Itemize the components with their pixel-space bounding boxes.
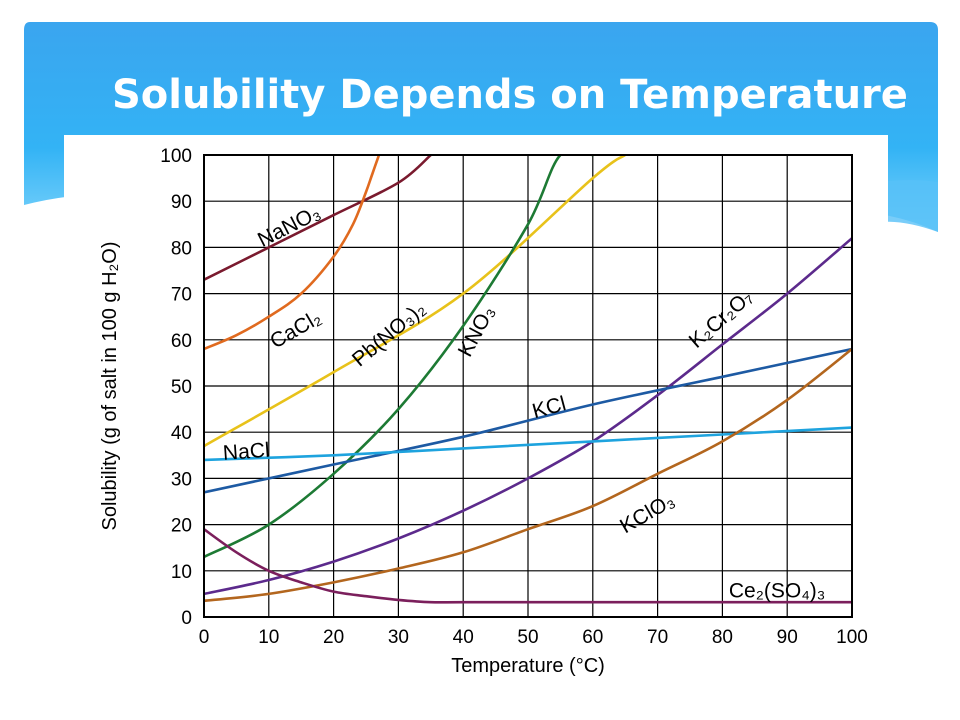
series-label-0: NaNO₃	[254, 201, 324, 252]
chart-panel	[64, 135, 888, 705]
y-tick-label: 60	[171, 331, 192, 352]
curve-layer	[204, 155, 852, 604]
series-line-1	[204, 155, 381, 351]
y-tick-label: 10	[171, 562, 192, 583]
series-line-8	[204, 527, 852, 604]
x-tick-label: 70	[647, 627, 668, 648]
y-tick-label: 70	[171, 285, 192, 306]
x-tick-label: 10	[258, 627, 279, 648]
plot-frame	[203, 154, 853, 618]
x-tick-label: 60	[582, 627, 603, 648]
y-tick-label: 30	[171, 469, 192, 490]
banner-wave	[880, 180, 938, 232]
x-tick-label: 40	[453, 627, 474, 648]
x-tick-label: 90	[777, 627, 798, 648]
x-tick-label: 30	[388, 627, 409, 648]
y-tick-label: 80	[171, 238, 192, 259]
series-line-2	[204, 155, 627, 448]
y-tick-label: 50	[171, 377, 192, 398]
series-label-4: K₂Cr₂O₇	[685, 286, 757, 353]
series-line-5	[204, 347, 852, 494]
y-tick-label: 100	[160, 146, 192, 167]
y-axis-title: Solubility (g of salt in 100 g H₂O)	[99, 241, 121, 530]
y-tick-label: 20	[171, 516, 192, 537]
y-tick-label: 90	[171, 192, 192, 213]
series-line-4	[204, 236, 852, 596]
series-label-8: Ce₂(SO₄)₃	[729, 580, 825, 603]
x-tick-label: 80	[712, 627, 733, 648]
x-tick-label: 50	[517, 627, 538, 648]
slide-title: Solubility Depends on Temperature	[112, 72, 908, 118]
series-label-7: KClO₃	[616, 489, 678, 538]
series-label-6: NaCl	[222, 439, 270, 465]
x-tick-label: 20	[323, 627, 344, 648]
y-tick-label: 40	[171, 423, 192, 444]
y-tick-label: 0	[181, 608, 192, 629]
series-line-0	[204, 155, 433, 281]
series-line-3	[204, 155, 595, 559]
x-tick-label: 100	[836, 627, 868, 648]
x-axis-title: Temperature (°C)	[451, 655, 605, 677]
tick-layer: 0 10 20 30 40 50 60 70 80 90 100 0 10 20 30 40 50 60 70 80 9…	[160, 146, 868, 648]
frame-layer	[203, 154, 853, 618]
x-tick-label: 0	[199, 627, 210, 648]
series-label-5: KCl	[530, 392, 569, 423]
solubility-chart: 0 10 20 30 40 50 60 70 80 90 100 0 10 20 30 40 50 60 70 80 9…	[99, 146, 868, 677]
series-label-2: Pb(NO₃)₂	[348, 297, 430, 371]
